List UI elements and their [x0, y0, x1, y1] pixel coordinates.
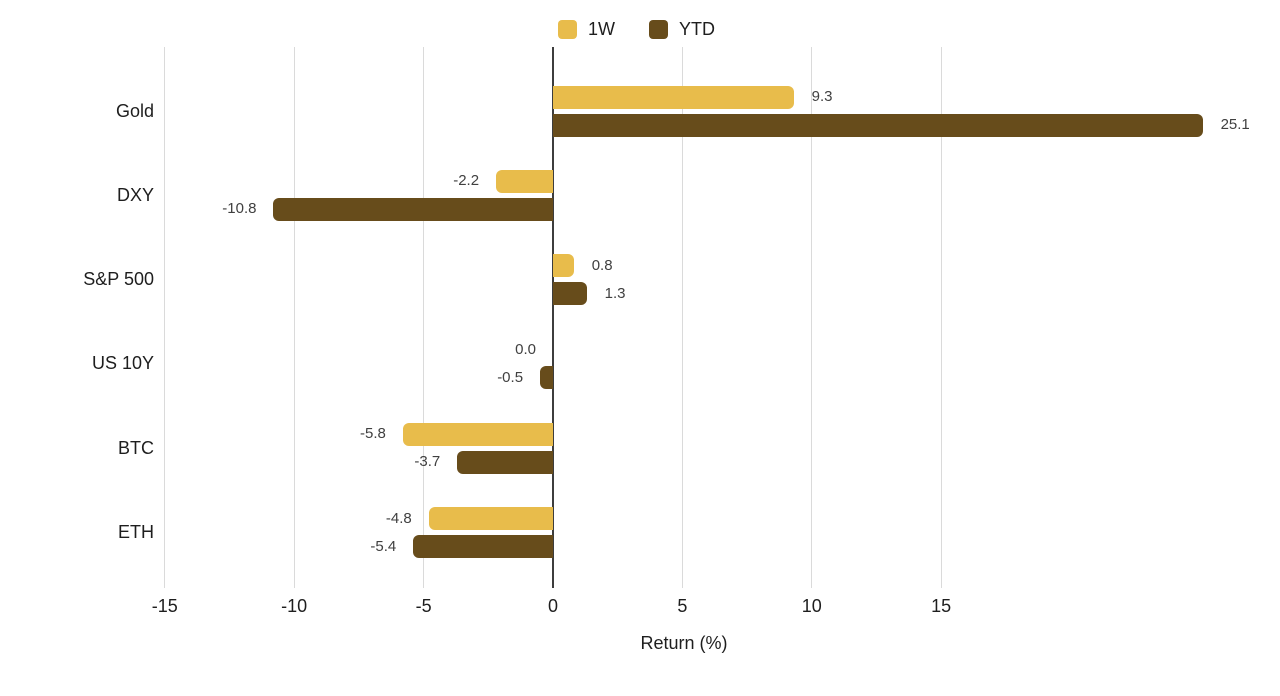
x-tick-label-0: 0	[547, 596, 559, 616]
bar-ytd-btc[interactable]	[457, 450, 553, 474]
zero-axis-line	[552, 47, 554, 588]
bar-1w-btc[interactable]	[402, 422, 553, 446]
value-label-ytd-gold: 25.1	[1220, 116, 1250, 133]
legend-item-1w[interactable]: 1W	[558, 19, 615, 40]
bar-ytd-us-10y[interactable]	[540, 366, 553, 390]
gridline-x-5	[681, 47, 683, 588]
value-label-ytd-s-p-500: 1.3	[604, 284, 626, 302]
category-label-dxy: DXY	[116, 184, 154, 205]
chart-legend: 1W YTD	[558, 19, 715, 40]
value-label-1w-btc: -5.8	[360, 425, 386, 443]
bar-1w-dxy[interactable]	[496, 169, 553, 193]
category-label-us-10y: US 10Y	[91, 353, 154, 374]
x-tick-label--10: -10	[281, 596, 308, 616]
value-label-ytd-dxy: -10.8	[222, 200, 257, 218]
x-tick-label-15: 15	[931, 596, 952, 616]
value-label-1w-s-p-500: 0.8	[591, 256, 613, 274]
legend-swatch-ytd	[649, 20, 668, 39]
bar-ytd-eth[interactable]	[413, 535, 553, 558]
x-tick-label-10: 10	[801, 596, 822, 616]
bar-1w-eth[interactable]	[428, 507, 553, 530]
legend-item-ytd[interactable]: YTD	[649, 19, 715, 40]
x-tick-label--5: -5	[415, 596, 432, 616]
gridline-x-15	[940, 47, 942, 588]
x-axis-title: Return (%)	[640, 633, 728, 653]
value-label-1w-us-10y: 0.0	[515, 340, 536, 358]
bar-ytd-gold[interactable]	[553, 113, 1203, 137]
value-label-ytd-eth: -5.4	[370, 537, 397, 555]
gridline-x--5	[423, 47, 425, 588]
value-label-ytd-us-10y: -0.5	[497, 368, 524, 386]
gridline-x--10	[293, 47, 295, 588]
value-label-1w-gold: 9.3	[811, 88, 833, 105]
plot-area: 9.3 25.1 -2.2 -10.8 0.8 1.3 0.0 -0.5 -5.8 -3.7 -4.…	[164, 47, 1250, 588]
value-label-ytd-btc: -3.7	[414, 453, 441, 471]
value-label-1w-dxy: -2.2	[453, 172, 480, 190]
value-label-1w-eth: -4.8	[385, 509, 412, 527]
x-tick-label--15: -15	[151, 596, 178, 616]
category-label-gold: Gold	[115, 100, 154, 121]
category-label-btc: BTC	[118, 437, 154, 458]
gridline-x--15	[164, 47, 166, 588]
category-label-s-p-500: S&P 500	[83, 269, 154, 290]
category-label-eth: ETH	[118, 522, 154, 542]
gridline-x-10	[811, 47, 813, 588]
legend-label-1w: 1W	[588, 19, 615, 39]
bar-1w-gold[interactable]	[553, 85, 794, 109]
legend-swatch-1w	[558, 20, 577, 39]
bar-1w-s-p-500[interactable]	[553, 254, 574, 278]
bar-ytd-s-p-500[interactable]	[553, 282, 587, 306]
x-tick-label-5: 5	[677, 596, 688, 616]
legend-label-ytd: YTD	[679, 19, 715, 39]
bar-ytd-dxy[interactable]	[273, 197, 553, 221]
